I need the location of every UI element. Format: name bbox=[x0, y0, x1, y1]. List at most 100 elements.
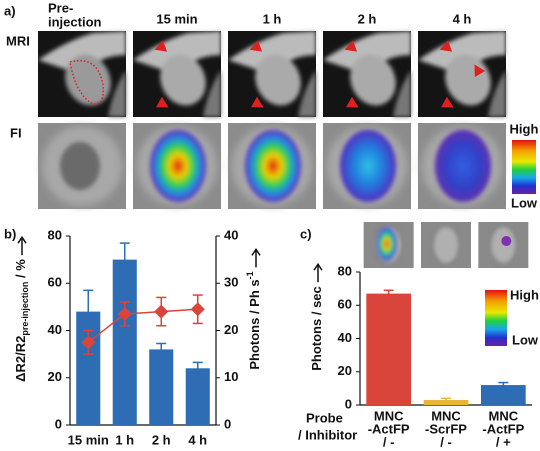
bar bbox=[366, 293, 412, 405]
tissue bbox=[65, 54, 111, 106]
tissue bbox=[350, 54, 396, 106]
y2-axis-label: Photons / Ph s-1 bbox=[245, 271, 262, 369]
colorbar-high: High bbox=[510, 121, 539, 136]
tissue bbox=[255, 54, 301, 106]
error-bar bbox=[192, 361, 203, 375]
marker bbox=[81, 335, 96, 350]
y-label-sub: pre-injection bbox=[20, 282, 30, 336]
marker bbox=[190, 302, 205, 317]
column-label: Pre- bbox=[48, 0, 73, 15]
tissue bbox=[445, 54, 491, 106]
arrowhead bbox=[474, 64, 486, 77]
probe-tissue bbox=[432, 225, 460, 265]
tissue bbox=[228, 31, 316, 75]
x-tick-label: / - bbox=[440, 434, 452, 449]
bar bbox=[149, 349, 174, 425]
arrowhead bbox=[344, 40, 358, 52]
mri-tissue bbox=[133, 31, 221, 117]
bar bbox=[185, 368, 210, 425]
y2-tick-label: 30 bbox=[224, 275, 238, 290]
y2-tick-label: 10 bbox=[224, 369, 238, 384]
tissue bbox=[488, 70, 506, 117]
colorbar-high: High bbox=[510, 287, 539, 302]
arrowhead bbox=[154, 40, 168, 52]
y-tick-label: 0 bbox=[55, 416, 62, 431]
error-bar bbox=[498, 381, 509, 389]
image-panels bbox=[38, 31, 536, 209]
tissue bbox=[323, 31, 411, 75]
y-tick-label: 80 bbox=[338, 263, 352, 278]
bar bbox=[112, 259, 137, 425]
arrow-head bbox=[251, 247, 261, 256]
row-label: MRI bbox=[6, 33, 30, 48]
error-bar bbox=[156, 342, 167, 357]
fi-signal bbox=[245, 130, 301, 202]
y2-tick-label: 20 bbox=[224, 322, 238, 337]
x-tick-label: 15 min bbox=[68, 432, 109, 447]
y-tick-label: 60 bbox=[48, 275, 62, 290]
x-tick-label: -ScrFP bbox=[425, 421, 467, 436]
mri-tissue bbox=[228, 31, 316, 117]
colorbar bbox=[512, 140, 536, 194]
panel-label: c) bbox=[300, 226, 312, 241]
x-tick-label: 1 h bbox=[115, 432, 134, 447]
column-label: 4 h bbox=[453, 11, 472, 26]
panel-label: a) bbox=[4, 3, 16, 18]
x-tick-label: / - bbox=[383, 434, 395, 449]
x-tick-label: / + bbox=[496, 434, 511, 449]
column-label: 1 h bbox=[263, 11, 282, 26]
arrowhead bbox=[251, 96, 264, 108]
y2-label-main: Photons / Ph s bbox=[247, 279, 262, 369]
error-bar bbox=[441, 397, 451, 403]
x-tick-label: MNC bbox=[489, 408, 519, 423]
y-tick-label: 60 bbox=[338, 297, 352, 312]
probe-signal bbox=[501, 236, 512, 246]
tissue bbox=[298, 70, 316, 117]
row-label: / Inhibitor bbox=[298, 427, 357, 442]
y2-tick-label: 40 bbox=[224, 227, 238, 242]
arrowhead bbox=[439, 40, 453, 52]
y2-tick-label: 0 bbox=[224, 416, 231, 431]
x-tick-label: MNC bbox=[431, 408, 461, 423]
fi-signal bbox=[150, 130, 206, 202]
fi-signal bbox=[435, 130, 491, 202]
bar bbox=[423, 400, 469, 405]
arrow-head bbox=[17, 235, 27, 244]
y-tick-label: 40 bbox=[338, 330, 352, 345]
tissue bbox=[160, 54, 206, 106]
marker bbox=[154, 304, 169, 319]
row-label: FI bbox=[10, 125, 22, 140]
y-tick-label: 40 bbox=[48, 322, 62, 337]
x-tick-label: MNC bbox=[374, 408, 404, 423]
y-axis-label: ΔR2/R2pre-injection / % bbox=[13, 259, 30, 382]
y-label-main: ΔR2/R2 bbox=[13, 336, 28, 382]
x-tick-label: -ActFP bbox=[482, 421, 524, 436]
line bbox=[87, 308, 198, 343]
y-tick-label: 0 bbox=[345, 396, 352, 411]
colorbar-low: Low bbox=[512, 332, 539, 347]
fi-signal bbox=[340, 130, 396, 202]
arrowhead bbox=[156, 96, 169, 108]
x-tick-label: 2 h bbox=[152, 432, 171, 447]
colorbar-low: Low bbox=[511, 195, 538, 210]
mri-tissue bbox=[38, 31, 126, 117]
tissue bbox=[393, 70, 411, 117]
tissue bbox=[108, 70, 126, 117]
column-label: 2 h bbox=[358, 11, 377, 26]
mri-tissue bbox=[323, 31, 411, 117]
arrowhead bbox=[346, 96, 359, 108]
error-bar bbox=[383, 289, 394, 298]
y-label-unit: / % bbox=[13, 259, 28, 282]
column-label: 15 min bbox=[156, 11, 197, 26]
tissue bbox=[133, 31, 221, 75]
tissue bbox=[418, 31, 506, 75]
probe-signal bbox=[376, 227, 397, 261]
fi-tissue bbox=[60, 142, 100, 190]
error-bar bbox=[119, 242, 130, 277]
column-label: injection bbox=[48, 14, 102, 29]
panel-label: b) bbox=[4, 226, 16, 241]
x-tick-label: -ActFP bbox=[368, 421, 410, 436]
y-axis-label: Photons / sec bbox=[309, 286, 324, 371]
marker bbox=[117, 306, 132, 321]
